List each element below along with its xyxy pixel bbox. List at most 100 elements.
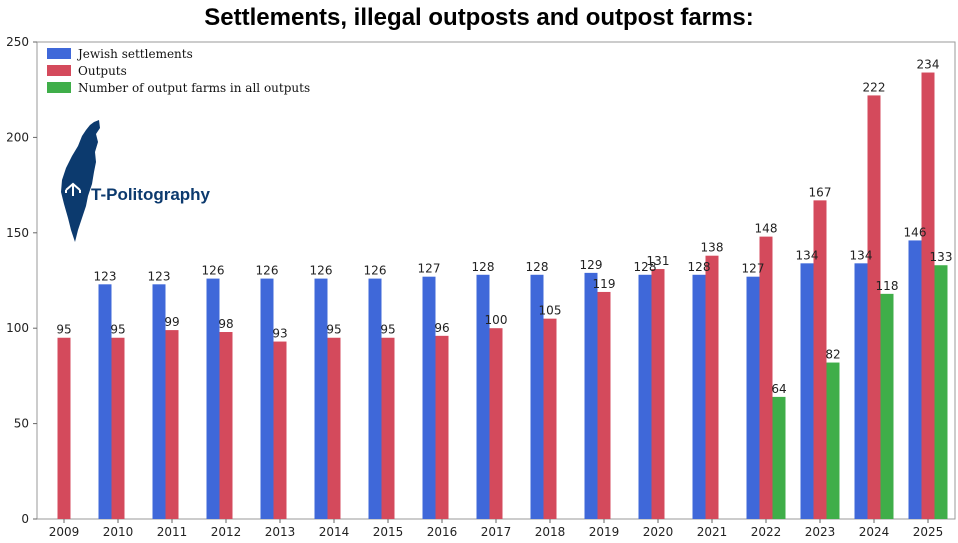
bar bbox=[381, 337, 395, 519]
data-label: 134 bbox=[850, 248, 873, 262]
data-label: 126 bbox=[364, 264, 387, 278]
bar bbox=[813, 200, 827, 519]
bar bbox=[584, 272, 598, 519]
data-label: 95 bbox=[326, 323, 341, 337]
bar bbox=[530, 274, 544, 519]
x-tick-label: 2021 bbox=[697, 525, 728, 539]
data-label: 123 bbox=[94, 269, 117, 283]
bar bbox=[826, 362, 840, 519]
legend-label: Number of output farms in all outputs bbox=[78, 81, 310, 95]
bar bbox=[152, 284, 166, 519]
bar bbox=[327, 337, 341, 519]
data-label: 128 bbox=[472, 260, 495, 274]
x-tick-labels: 2009 2010 2011 2012 2013 2014 2015 2016 2017 2018… bbox=[49, 525, 944, 539]
bar bbox=[746, 276, 760, 519]
x-tick-label: 2019 bbox=[589, 525, 620, 539]
bar bbox=[476, 274, 490, 519]
data-label: 95 bbox=[380, 323, 395, 337]
legend-swatch bbox=[47, 82, 71, 93]
bar bbox=[422, 276, 436, 519]
logo-text: T-Politography bbox=[91, 185, 211, 204]
x-tick-label: 2023 bbox=[805, 525, 836, 539]
bar bbox=[98, 284, 112, 519]
legend: Jewish settlements Outputs Number of outpu… bbox=[47, 47, 310, 95]
bar bbox=[854, 263, 868, 519]
x-tick-label: 2011 bbox=[157, 525, 188, 539]
bar bbox=[772, 396, 786, 519]
data-label: 134 bbox=[796, 248, 819, 262]
bar bbox=[908, 240, 922, 519]
logo-emblem-icon bbox=[65, 182, 81, 196]
bar bbox=[638, 274, 652, 519]
data-label: 126 bbox=[202, 264, 225, 278]
x-tick-label: 2018 bbox=[535, 525, 566, 539]
bar bbox=[260, 278, 274, 519]
data-label: 98 bbox=[218, 317, 233, 331]
x-tick-label: 2012 bbox=[211, 525, 242, 539]
x-tick-label: 2022 bbox=[751, 525, 782, 539]
bar bbox=[759, 236, 773, 519]
data-label: 234 bbox=[917, 58, 940, 72]
x-tick-label: 2016 bbox=[427, 525, 458, 539]
bar bbox=[111, 337, 125, 519]
data-label: 129 bbox=[580, 258, 603, 272]
chart-title: Settlements, illegal outposts and outpos… bbox=[204, 4, 754, 31]
data-label: 64 bbox=[771, 382, 786, 396]
y-tick-label: 200 bbox=[6, 130, 29, 144]
data-label: 146 bbox=[904, 225, 927, 239]
data-labels: 95 123 95 123 99 126 98 126 93 126 95 126 95 127 96 128… bbox=[56, 58, 952, 396]
bar bbox=[489, 328, 503, 519]
data-label: 95 bbox=[56, 323, 71, 337]
bar bbox=[219, 332, 233, 519]
data-label: 118 bbox=[876, 279, 899, 293]
data-label: 123 bbox=[148, 269, 171, 283]
data-label: 96 bbox=[434, 321, 449, 335]
x-tick-label: 2014 bbox=[319, 525, 350, 539]
logo-map-shape bbox=[61, 120, 100, 242]
data-label: 119 bbox=[593, 277, 616, 291]
data-label: 100 bbox=[485, 313, 508, 327]
x-tick-label: 2009 bbox=[49, 525, 80, 539]
bar bbox=[921, 72, 935, 519]
y-tick-label: 250 bbox=[6, 35, 29, 49]
data-label: 133 bbox=[930, 250, 953, 264]
data-label: 126 bbox=[310, 264, 333, 278]
data-label: 127 bbox=[742, 262, 765, 276]
x-tick-label: 2024 bbox=[859, 525, 890, 539]
x-tick-label: 2015 bbox=[373, 525, 404, 539]
y-tick-label: 50 bbox=[14, 417, 29, 431]
data-label: 126 bbox=[256, 264, 279, 278]
x-tick-label: 2025 bbox=[913, 525, 944, 539]
bar bbox=[314, 278, 328, 519]
x-tick-label: 2020 bbox=[643, 525, 674, 539]
data-label: 82 bbox=[825, 348, 840, 362]
data-label: 105 bbox=[539, 304, 562, 318]
data-label: 128 bbox=[688, 260, 711, 274]
data-label: 128 bbox=[526, 260, 549, 274]
bar bbox=[597, 291, 611, 519]
bar bbox=[692, 274, 706, 519]
legend-swatch bbox=[47, 65, 71, 76]
data-label: 99 bbox=[164, 315, 179, 329]
bar bbox=[705, 255, 719, 520]
data-label: 128 bbox=[634, 260, 657, 274]
bars bbox=[57, 72, 948, 520]
data-label: 95 bbox=[110, 323, 125, 337]
data-label: 131 bbox=[647, 254, 670, 268]
legend-label: Jewish settlements bbox=[76, 47, 193, 61]
bar bbox=[165, 330, 179, 519]
y-tick-labels: 0 50 100 150 200 250 bbox=[6, 35, 29, 526]
bar bbox=[543, 318, 557, 519]
bar bbox=[57, 337, 71, 519]
bar bbox=[651, 269, 665, 519]
data-label: 93 bbox=[272, 327, 287, 341]
bar bbox=[273, 341, 287, 519]
bar bbox=[867, 95, 881, 519]
bar bbox=[934, 265, 948, 519]
x-tick-label: 2010 bbox=[103, 525, 134, 539]
legend-label: Outputs bbox=[78, 64, 127, 78]
bar bbox=[800, 263, 814, 519]
data-label: 127 bbox=[418, 262, 441, 276]
logo: T-Politography bbox=[61, 120, 211, 242]
